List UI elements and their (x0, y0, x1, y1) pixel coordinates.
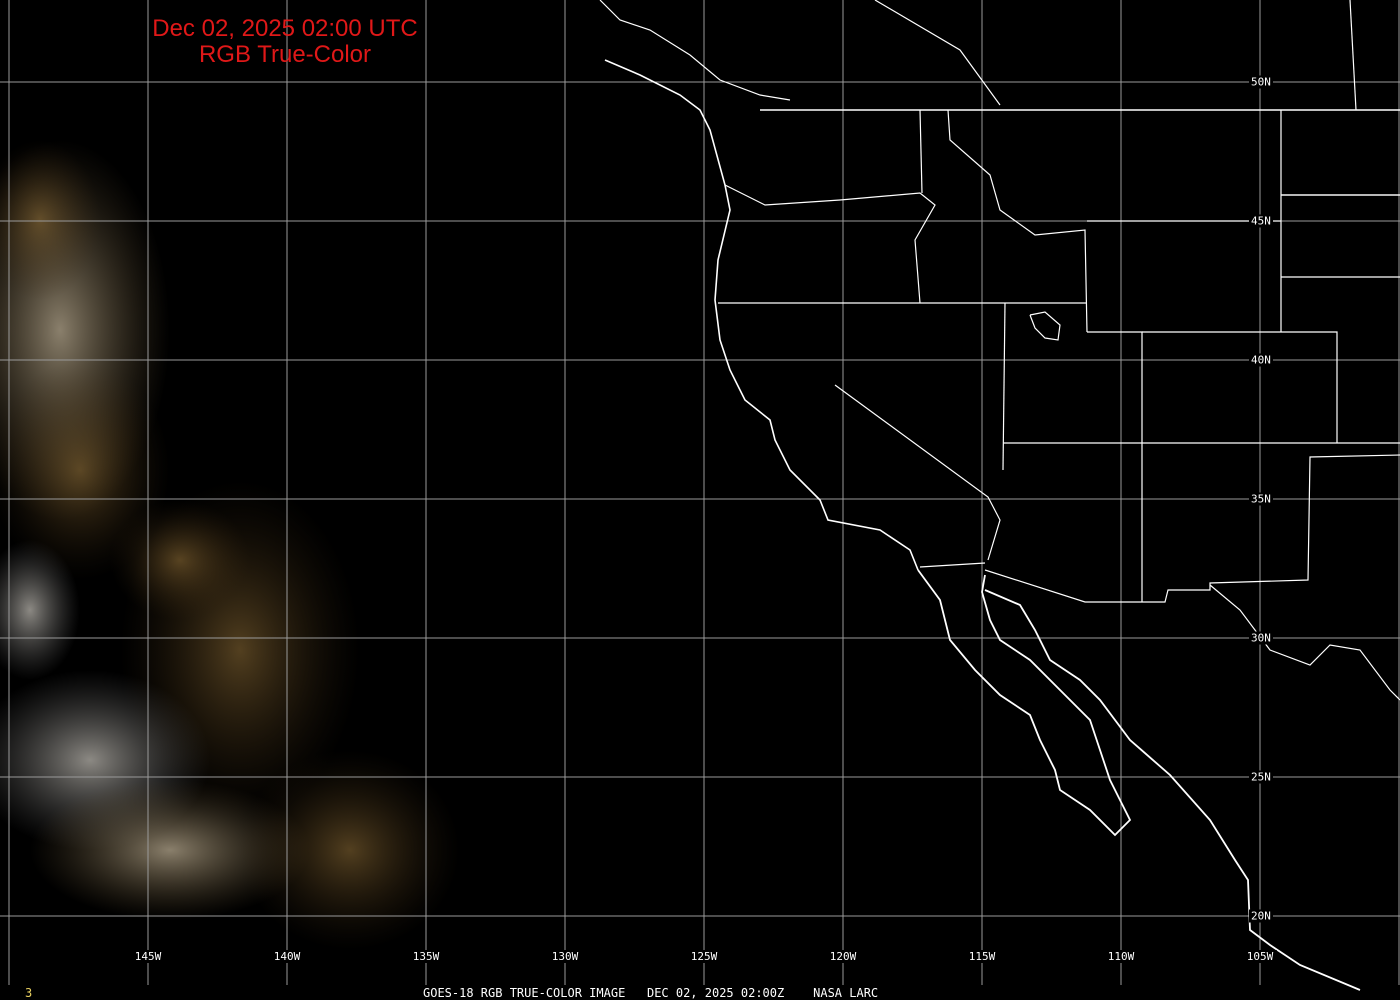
longitude-label: 115W (965, 950, 999, 963)
latitude-label: 35N (1249, 492, 1273, 506)
ca-nv-border (834, 384, 1001, 561)
latitude-label: 30N (1249, 631, 1273, 645)
latitude-label: 40N (1249, 353, 1273, 367)
coastlines-and-borders (599, 0, 1400, 991)
longitude-label: 125W (687, 950, 721, 963)
frame-number: 3 (25, 986, 33, 1000)
mexico-mainland-coast (984, 589, 1361, 991)
latitude-label: 20N (1249, 909, 1273, 923)
idaho-west (919, 109, 923, 194)
image-subtitle: RGB True-Color (198, 41, 372, 68)
wa-or-border (724, 184, 936, 304)
dakota-lines (1281, 194, 1400, 278)
ca-mexico-border (919, 562, 986, 568)
longitude-label: 145W (131, 950, 165, 963)
utah-borders (1087, 331, 1143, 602)
longitude-label: 105W (1243, 950, 1277, 963)
latitude-label: 50N (1249, 75, 1273, 89)
us-west-coastline (604, 59, 919, 571)
longitude-label: 135W (409, 950, 443, 963)
mexico-east (1209, 584, 1400, 701)
image-title: Dec 02, 2025 02:00 UTC (152, 15, 418, 42)
us-mexico-border (984, 454, 1400, 603)
colorado-borders (1142, 331, 1338, 443)
idaho-montana (947, 109, 1088, 333)
great-salt-lake (1029, 311, 1061, 341)
image-caption: GOES-18 RGB TRUE-COLOR IMAGE DEC 02, 202… (423, 986, 879, 1000)
longitude-label: 110W (1104, 950, 1138, 963)
nevada-east (1002, 302, 1006, 471)
latitude-label: 45N (1249, 214, 1273, 228)
cloud-cover (0, 140, 460, 950)
latitude-label: 25N (1249, 770, 1273, 784)
bc-coast (599, 0, 791, 101)
canada-province-line-2 (1349, 0, 1357, 111)
longitude-label: 130W (548, 950, 582, 963)
longitude-label: 120W (826, 950, 860, 963)
baja-west-coast (917, 569, 1132, 837)
canada-province-line (874, 0, 1001, 106)
longitude-label: 140W (270, 950, 304, 963)
